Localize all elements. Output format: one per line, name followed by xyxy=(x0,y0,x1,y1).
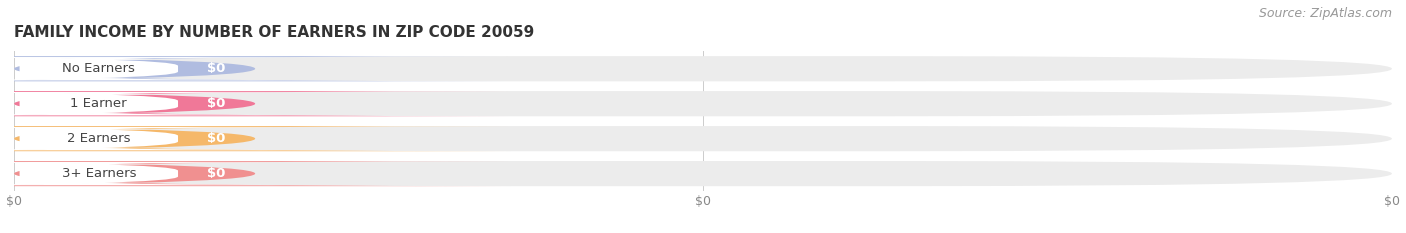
Text: Source: ZipAtlas.com: Source: ZipAtlas.com xyxy=(1258,7,1392,20)
Text: $0: $0 xyxy=(208,167,226,180)
FancyBboxPatch shape xyxy=(0,162,367,185)
FancyBboxPatch shape xyxy=(0,57,367,80)
FancyBboxPatch shape xyxy=(0,161,510,186)
FancyBboxPatch shape xyxy=(14,56,1392,81)
FancyBboxPatch shape xyxy=(0,92,367,115)
FancyBboxPatch shape xyxy=(14,161,1392,186)
FancyBboxPatch shape xyxy=(14,126,1392,151)
FancyBboxPatch shape xyxy=(0,56,510,81)
Text: 1 Earner: 1 Earner xyxy=(70,97,127,110)
Text: $0: $0 xyxy=(208,132,226,145)
FancyBboxPatch shape xyxy=(14,91,1392,116)
Text: No Earners: No Earners xyxy=(62,62,135,75)
Text: 2 Earners: 2 Earners xyxy=(67,132,131,145)
Text: FAMILY INCOME BY NUMBER OF EARNERS IN ZIP CODE 20059: FAMILY INCOME BY NUMBER OF EARNERS IN ZI… xyxy=(14,25,534,40)
Text: 3+ Earners: 3+ Earners xyxy=(62,167,136,180)
FancyBboxPatch shape xyxy=(0,91,510,116)
Text: $0: $0 xyxy=(208,97,226,110)
FancyBboxPatch shape xyxy=(0,126,510,151)
Text: $0: $0 xyxy=(208,62,226,75)
FancyBboxPatch shape xyxy=(0,127,367,150)
